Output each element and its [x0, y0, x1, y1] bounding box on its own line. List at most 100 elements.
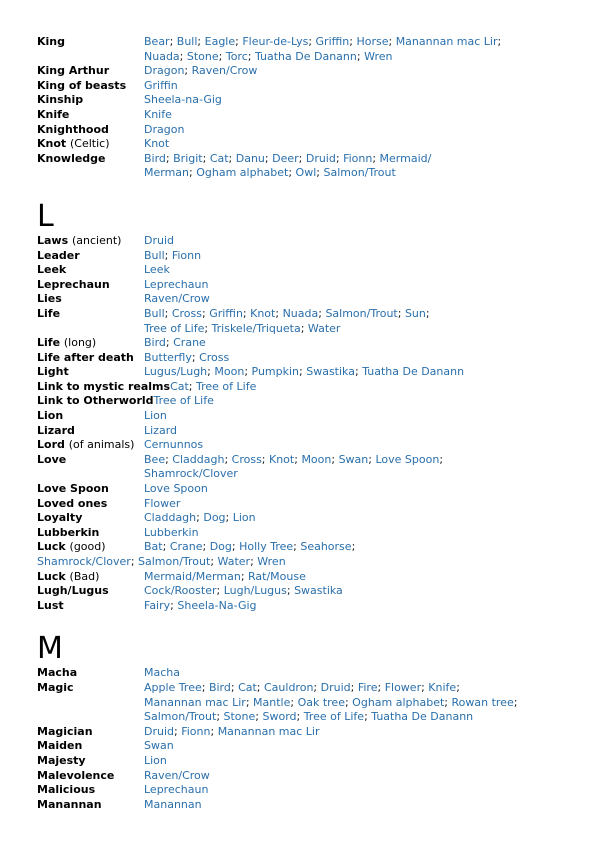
symbol-link[interactable]: Raven/Crow: [191, 64, 258, 78]
symbol-link[interactable]: Tuatha De Danann: [371, 710, 474, 724]
symbol-link[interactable]: Dragon: [144, 122, 185, 136]
symbol-link[interactable]: Leek: [144, 263, 170, 277]
symbol-link[interactable]: Knot: [250, 306, 276, 320]
symbol-link[interactable]: Salmon/Trout: [144, 710, 217, 724]
symbol-link[interactable]: Merman: [144, 166, 190, 180]
symbol-link[interactable]: Lion: [144, 409, 167, 423]
symbol-link[interactable]: Tree of Life: [144, 321, 205, 335]
symbol-link[interactable]: Love Spoon: [375, 452, 440, 466]
symbol-link[interactable]: Moon: [301, 452, 332, 466]
symbol-link[interactable]: Knot: [144, 137, 170, 151]
symbol-link[interactable]: Pumpkin: [251, 365, 300, 379]
symbol-link[interactable]: Dog: [209, 540, 232, 554]
symbol-link[interactable]: Cross: [171, 306, 202, 320]
symbol-link[interactable]: Claddagh: [144, 511, 197, 525]
symbol-link[interactable]: Manannan mac Lir: [395, 35, 498, 48]
symbol-link[interactable]: Tuatha De Danann: [362, 365, 465, 379]
symbol-link[interactable]: Druid: [305, 151, 336, 165]
symbol-link[interactable]: Tuatha De Danann: [254, 49, 357, 63]
symbol-link[interactable]: Wren: [257, 555, 286, 568]
symbol-link[interactable]: Fionn: [171, 248, 202, 262]
symbol-link[interactable]: Leprechaun: [144, 277, 209, 291]
symbol-link[interactable]: Dog: [203, 511, 226, 525]
symbol-link[interactable]: Bear: [144, 35, 170, 48]
symbol-link[interactable]: Water: [307, 321, 341, 335]
symbol-link[interactable]: Cat: [170, 379, 189, 393]
symbol-link[interactable]: Shamrock/Clover: [37, 555, 131, 568]
symbol-link[interactable]: Sword: [262, 710, 297, 724]
symbol-link[interactable]: Fionn: [181, 724, 211, 738]
symbol-link[interactable]: Horse: [356, 35, 389, 48]
symbol-link[interactable]: Raven/Crow: [144, 292, 210, 306]
symbol-link[interactable]: Rat/Mouse: [248, 569, 306, 583]
symbol-link[interactable]: Sun: [404, 306, 426, 320]
symbol-link[interactable]: Knife: [428, 680, 457, 694]
symbol-link[interactable]: Eagle: [204, 35, 236, 48]
symbol-link[interactable]: Mermaid/: [379, 151, 432, 165]
symbol-link[interactable]: Leprechaun: [144, 783, 209, 797]
symbol-link[interactable]: Druid: [144, 233, 175, 247]
symbol-link[interactable]: Apple Tree: [144, 680, 202, 694]
symbol-link[interactable]: Tree of Life: [196, 379, 257, 393]
symbol-link[interactable]: Lugh/Lugus: [223, 584, 287, 598]
symbol-link[interactable]: Bird: [144, 336, 166, 350]
symbol-link[interactable]: Fleur-de-Lys: [242, 35, 309, 48]
symbol-link[interactable]: Sheela-Na-Gig: [177, 598, 257, 612]
symbol-link[interactable]: Torc: [225, 49, 248, 63]
symbol-link[interactable]: Raven/Crow: [144, 768, 210, 782]
symbol-link[interactable]: Holly Tree: [239, 540, 294, 554]
symbol-link[interactable]: Crane: [169, 540, 203, 554]
symbol-link[interactable]: Sheela-na-Gig: [144, 93, 222, 107]
symbol-link[interactable]: Flower: [384, 680, 422, 694]
symbol-link[interactable]: Owl: [295, 166, 317, 180]
symbol-link[interactable]: Crane: [173, 336, 206, 350]
symbol-link[interactable]: Cock/Rooster: [144, 584, 217, 598]
symbol-link[interactable]: Seahorse: [300, 540, 352, 554]
symbol-link[interactable]: Butterfly: [144, 350, 192, 364]
symbol-link[interactable]: Wren: [364, 49, 393, 63]
symbol-link[interactable]: Swan: [338, 452, 369, 466]
symbol-link[interactable]: Griffin: [209, 306, 243, 320]
symbol-link[interactable]: Swastika: [294, 584, 343, 598]
symbol-link[interactable]: Deer: [272, 151, 299, 165]
symbol-link[interactable]: Stone: [223, 710, 256, 724]
symbol-link[interactable]: Griffin: [144, 78, 178, 92]
symbol-link[interactable]: Shamrock/Clover: [144, 467, 238, 481]
symbol-link[interactable]: Stone: [186, 49, 219, 63]
symbol-link[interactable]: Ogham alphabet: [352, 695, 445, 709]
symbol-link[interactable]: Druid: [320, 680, 351, 694]
symbol-link[interactable]: Salmon/Trout: [323, 166, 396, 180]
symbol-link[interactable]: Triskele/Triqueta: [211, 321, 301, 335]
symbol-link[interactable]: Mermaid/Merman: [144, 569, 241, 583]
symbol-link[interactable]: Griffin: [315, 35, 350, 48]
symbol-link[interactable]: Cross: [231, 452, 262, 466]
symbol-link[interactable]: Bull: [144, 306, 165, 320]
symbol-link[interactable]: Lizard: [144, 423, 178, 437]
symbol-link[interactable]: Tree of Life: [153, 394, 214, 408]
symbol-link[interactable]: Ogham alphabet: [196, 166, 289, 180]
symbol-link[interactable]: Bat: [144, 540, 163, 554]
symbol-link[interactable]: Oak tree: [297, 695, 345, 709]
symbol-link[interactable]: Moon: [214, 365, 245, 379]
symbol-link[interactable]: Lubberkin: [144, 525, 199, 539]
symbol-link[interactable]: Danu: [235, 151, 265, 165]
symbol-link[interactable]: Nuada: [282, 306, 319, 320]
symbol-link[interactable]: Cauldron: [264, 680, 314, 694]
symbol-link[interactable]: Tree of Life: [303, 710, 365, 724]
symbol-link[interactable]: Brigit: [173, 151, 203, 165]
symbol-link[interactable]: Dragon: [144, 64, 185, 78]
symbol-link[interactable]: Lion: [232, 511, 256, 525]
symbol-link[interactable]: Cat: [209, 151, 229, 165]
symbol-link[interactable]: Nuada: [144, 49, 180, 63]
symbol-link[interactable]: Cernunnos: [144, 438, 204, 452]
symbol-link[interactable]: Flower: [144, 496, 181, 510]
symbol-link[interactable]: Swastika: [306, 365, 355, 379]
symbol-link[interactable]: Bird: [208, 680, 231, 694]
symbol-link[interactable]: Salmon/Trout: [325, 306, 398, 320]
symbol-link[interactable]: Fire: [357, 680, 378, 694]
symbol-link[interactable]: Druid: [144, 724, 175, 738]
symbol-link[interactable]: Lion: [144, 753, 167, 767]
symbol-link[interactable]: Bird: [144, 151, 166, 165]
symbol-link[interactable]: Lugus/Lugh: [144, 365, 208, 379]
symbol-link[interactable]: Rowan tree: [451, 695, 514, 709]
